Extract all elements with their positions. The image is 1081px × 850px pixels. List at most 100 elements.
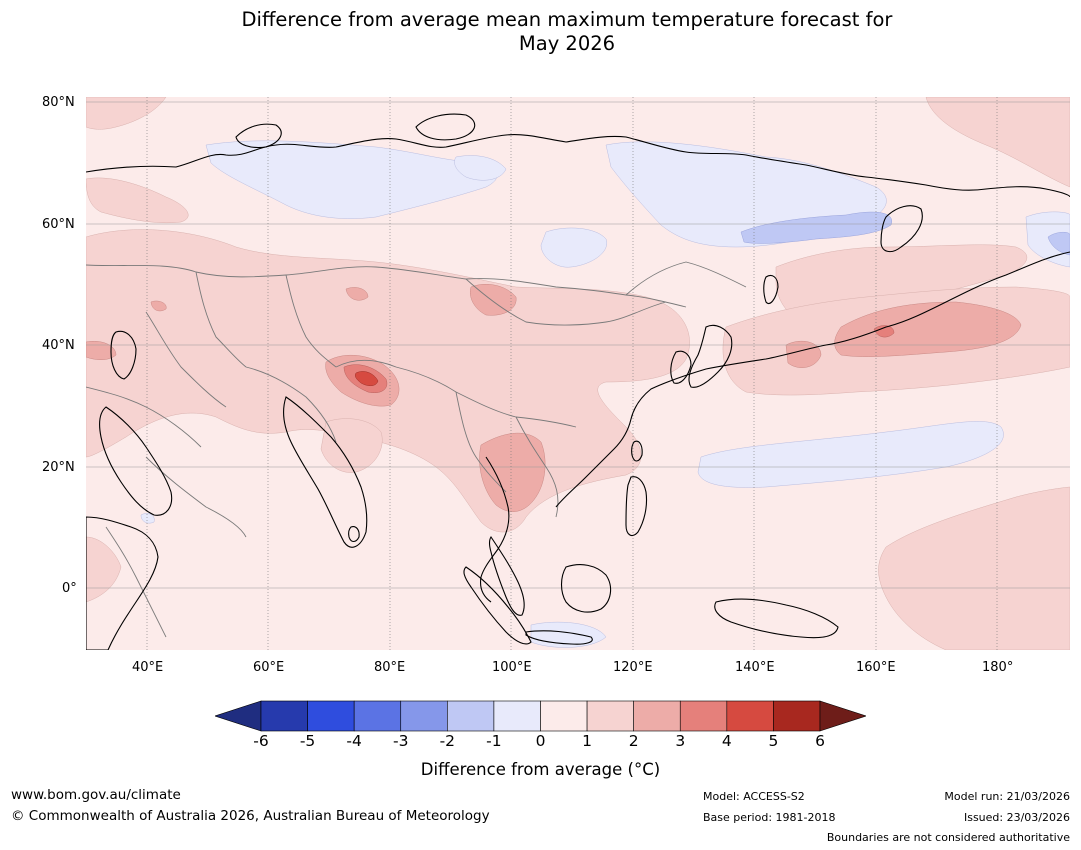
colorbar-tick-label: 3 (675, 732, 686, 750)
warmer-region-caspian (86, 341, 117, 360)
colorbar-tick-label: 6 (815, 732, 825, 750)
colorbar-tick-label: -1 (486, 732, 502, 750)
forecast-map (86, 97, 1070, 650)
colorbar-segment (633, 700, 681, 732)
coast-arctic (86, 134, 1070, 198)
colorbar-tick-label: 5 (768, 732, 779, 750)
coast-taiwan (631, 440, 643, 462)
cool-region-central-siberia (540, 227, 607, 268)
lat-label-80n: 80°N (42, 95, 75, 110)
warmer-region-iran (150, 300, 167, 312)
coast-malay (488, 536, 525, 616)
colorbar (214, 700, 867, 732)
title-line-1: Difference from average mean maximum tem… (241, 8, 893, 31)
website-link[interactable]: www.bom.gov.au/climate (11, 787, 181, 803)
coast-pacific-asia (555, 251, 1070, 508)
lon-label-160e: 160°E (856, 660, 896, 675)
colorbar-tick-label: 4 (721, 732, 732, 750)
warm-region-arctic-west (86, 97, 167, 130)
colorbar-label-text: Difference from average (°C) (420, 760, 661, 779)
colorbar-segment (400, 700, 448, 732)
lat-label-0: 0° (62, 581, 77, 596)
colorbar-segment (260, 700, 308, 732)
colorbar-segment (586, 700, 634, 732)
coast-sri-lanka (348, 526, 360, 543)
lon-label-180: 180° (982, 660, 1014, 675)
anomaly-warmer-regions (86, 284, 1022, 512)
colorbar-tick-label: -3 (393, 732, 409, 750)
colorbar-tick-label: -6 (253, 732, 269, 750)
cool-region-tropical-pacific (697, 421, 1004, 488)
colorbar-segment (447, 700, 495, 732)
coast-kamchatka (880, 205, 923, 253)
lat-label-60n: 60°N (42, 217, 75, 232)
coast-borneo (560, 564, 612, 613)
colorbar-tick-label: -2 (439, 732, 456, 750)
cool-region-maritime (530, 621, 607, 648)
coast-india (282, 396, 368, 548)
map-svg (86, 97, 1070, 650)
colorbar-segment (353, 700, 402, 732)
anomaly-warm-regions (86, 97, 1070, 650)
anomaly-hot-regions (343, 325, 895, 393)
lon-label-140e: 140°E (735, 660, 775, 675)
coast-new-guinea (714, 598, 839, 639)
colorbar-tick-label: -5 (299, 732, 316, 750)
base-period: Base period: 1981-2018 (703, 811, 836, 824)
colorbar-segment (773, 700, 821, 732)
coastlines (86, 113, 1070, 650)
warmer-region-indochina (479, 432, 546, 512)
colorbar-tick-label: -4 (346, 732, 362, 750)
model-run-date: Model run: 21/03/2026 (944, 790, 1070, 803)
coast-korea (670, 350, 692, 384)
colorbar-segment (493, 700, 541, 732)
coast-caspian (110, 330, 137, 380)
colorbar-extend-low (214, 700, 262, 732)
colorbar-tick-label: 0 (535, 732, 546, 750)
boundaries-disclaimer: Boundaries are not considered authoritat… (826, 831, 1070, 844)
model-name: Model: ACCESS-S2 (703, 790, 805, 803)
copyright-notice: © Commonwealth of Australia 2026, Austra… (11, 808, 490, 824)
coast-africa-horn (86, 516, 159, 650)
warm-region-southwest-pacific (878, 486, 1070, 650)
issued-date: Issued: 23/03/2026 (963, 811, 1070, 824)
lon-label-40e: 40°E (132, 660, 164, 675)
coast-sumatra (463, 566, 532, 645)
warmer-region-north-pacific (834, 301, 1022, 357)
warm-region-east-africa (86, 536, 122, 603)
title-line-2: May 2026 (518, 32, 616, 55)
colorbar-segment (726, 700, 774, 732)
colorbar-extend-high (819, 700, 867, 732)
lon-label-80e: 80°E (374, 660, 406, 675)
strong-cool-region-bering (1047, 232, 1070, 256)
coast-sakhalin (763, 274, 779, 305)
coast-arabia (99, 406, 173, 516)
meridians (146, 97, 998, 650)
cool-region-arctic-coast (454, 155, 507, 181)
strong-cool-region-okhotsk (740, 211, 893, 244)
coast-indochina (480, 456, 510, 603)
lon-label-120e: 120°E (613, 660, 653, 675)
coast-java (525, 630, 593, 645)
coast-novaya-zemlya (235, 123, 282, 149)
warm-region-arctic-east (925, 97, 1070, 188)
coast-japan (688, 324, 733, 388)
cool-region-bering (1025, 211, 1070, 268)
chart-title: Difference from average mean maximum tem… (0, 8, 1081, 56)
colorbar-segment (679, 700, 728, 732)
colorbar-tick-label: 2 (628, 732, 639, 750)
hottest-region-tibet (354, 371, 379, 386)
warmer-region-kazakhstan (345, 287, 369, 301)
lat-label-20n: 20°N (42, 460, 75, 475)
coast-philippines (625, 476, 648, 537)
lat-label-40n: 40°N (42, 338, 75, 353)
colorbar-label: Difference from average (°C) (0, 760, 1081, 779)
hot-region-north-pacific (873, 325, 895, 338)
anomaly-cool-regions (140, 140, 1070, 648)
colorbar-svg (214, 700, 867, 732)
warm-region-barents (86, 177, 189, 224)
lon-label-60e: 60°E (253, 660, 285, 675)
colorbar-segment (307, 700, 355, 732)
graticule (86, 101, 1070, 589)
coast-taymyr (415, 113, 476, 141)
